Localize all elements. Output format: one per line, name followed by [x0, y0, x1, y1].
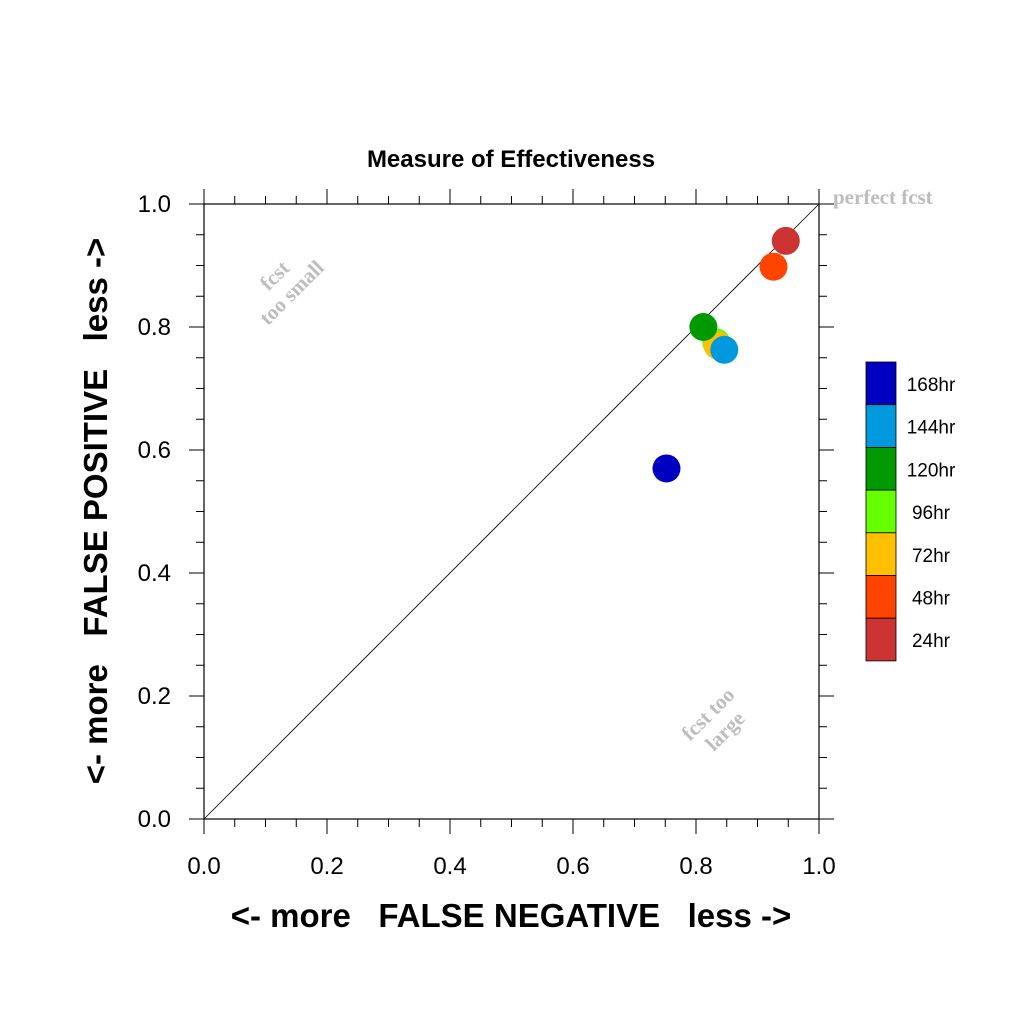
y-tick-label: 0.8	[138, 314, 171, 341]
point-120hr	[689, 313, 718, 341]
legend-label-168hr: 168hr	[907, 375, 956, 396]
x-tick-label: 0.6	[556, 853, 589, 880]
perfect-forecast-diagonal	[203, 203, 820, 820]
y-tick-label: 0.4	[138, 560, 171, 587]
x-tick-label: 0.4	[433, 853, 466, 880]
y-tick-label: 0.6	[138, 437, 171, 464]
point-48hr	[759, 252, 788, 281]
chart-title: Measure of Effectiveness	[367, 146, 655, 173]
legend-label-144hr: 144hr	[907, 418, 956, 439]
x-axis-label: <- more FALSE NEGATIVE less ->	[231, 897, 792, 934]
y-tick-label: 0.2	[138, 683, 171, 710]
x-tick-label: 0.8	[679, 853, 712, 880]
y-tick-label: 0.0	[138, 806, 171, 833]
legend-swatch-72hr	[865, 532, 897, 576]
perfect-fcst-annotation: perfect fcst	[833, 185, 933, 209]
legend-label-72hr: 72hr	[912, 546, 951, 567]
legend-label-120hr: 120hr	[907, 460, 956, 481]
legend-label-24hr: 24hr	[912, 631, 951, 652]
fcst-too-small-annotation: fcst too small	[254, 255, 328, 329]
axis-ticks	[189, 189, 834, 834]
point-24hr	[771, 226, 800, 255]
legend-swatch-48hr	[865, 575, 897, 619]
legend-swatch-168hr	[865, 361, 897, 406]
legend-label-48hr: 48hr	[912, 589, 951, 610]
legend-swatch-120hr	[865, 446, 897, 491]
x-tick-label: 0.0	[187, 853, 220, 880]
fcst-too-large-annotation: fcst too large	[677, 683, 750, 756]
data-points	[652, 226, 800, 483]
point-144hr	[710, 335, 739, 364]
y-tick-label: 1.0	[138, 191, 171, 218]
legend-swatch-96hr	[865, 489, 897, 534]
tick-labels: 0.0 0.2 0.4 0.6 0.8 1.0 0.0 0.2 0.4 0.6 0.8 1.0	[138, 191, 836, 880]
legend-label-96hr: 96hr	[912, 503, 951, 524]
point-168hr	[652, 454, 681, 483]
legend-swatch-144hr	[865, 404, 897, 448]
x-tick-label: 1.0	[802, 853, 835, 880]
x-tick-label: 0.2	[310, 853, 343, 880]
legend-swatch-24hr	[865, 617, 897, 662]
legend: 168hr 144hr 120hr 96hr 72hr 48hr 24hr	[865, 361, 956, 662]
y-axis-label: <- more FALSE POSITIVE less ->	[77, 238, 114, 785]
